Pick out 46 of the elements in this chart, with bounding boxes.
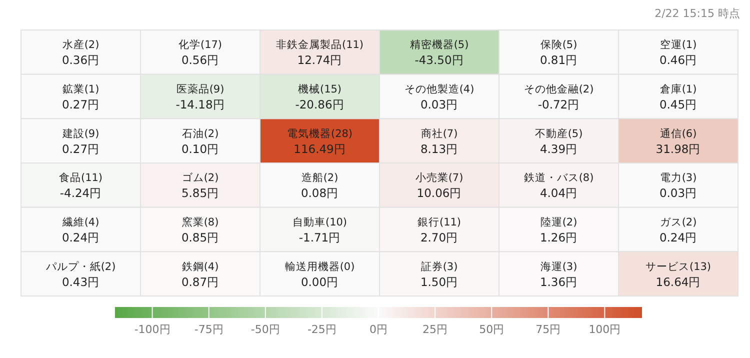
- data-label: 電力(3) 0.03円: [659, 171, 698, 200]
- data-label: 証券(3) 1.50円: [420, 260, 458, 289]
- text: 2/22 15:15 時点: [654, 7, 740, 20]
- color-bar-label: 100円: [588, 323, 621, 336]
- data-label: 鉱業(1) 0.27円: [62, 82, 100, 112]
- color-bar-label: -50円: [250, 323, 280, 336]
- data-label: その他金融(2) -0.72円: [524, 84, 594, 112]
- data-label: 医薬品(9) -14.18円: [176, 82, 225, 112]
- data-label: 陸運(2) 1.26円: [540, 216, 578, 244]
- data-label: ゴム(2) 5.85円: [181, 172, 220, 200]
- data-label: 石油(2) 0.10円: [181, 126, 220, 156]
- data-label: 精密機器(5) -43.50円: [410, 38, 469, 68]
- color-bar-label: 50円: [479, 323, 504, 336]
- data-label: 電気機器(28) 116.49円: [286, 128, 353, 156]
- color-bar-label: 25円: [422, 323, 448, 336]
- data-label: 建設(9) 0.27円: [61, 126, 100, 156]
- data-label: 商社(7) 8.13円: [420, 126, 458, 156]
- data-label: パルプ・紙(2) 0.43円: [44, 260, 116, 289]
- color-bar-label: 0円: [370, 323, 388, 336]
- data-label: 不動産(5) 4.39円: [534, 126, 583, 156]
- data-label: 空運(1) 0.46円: [659, 38, 698, 68]
- data-label: 繊維(4) 0.24円: [61, 216, 100, 244]
- data-label: 鉄道・バス(8) 4.04円: [524, 172, 594, 200]
- data-label: 食品(11) -4.24円: [58, 172, 103, 200]
- data-label: 化学(17) 0.56円: [178, 39, 222, 68]
- data-label: 倉庫(1) 0.45円: [659, 82, 698, 112]
- color-bar-label: -25円: [307, 323, 336, 336]
- data-label: 海運(3) 1.36円: [540, 260, 578, 289]
- data-label: 通信(6) 31.98円: [656, 126, 701, 156]
- data-label: 機械(15) -20.86円: [295, 82, 344, 112]
- data-label: 自動車(10) -1.71円: [292, 216, 348, 244]
- data-label: 造船(2) 0.08円: [300, 171, 339, 200]
- color-bar-label: 75円: [536, 323, 561, 336]
- color-bar-label: -75円: [194, 323, 224, 336]
- data-label: ガス(2) 0.24円: [659, 216, 698, 244]
- data-label: サービス(13) 16.64円: [645, 260, 712, 289]
- data-label: 銀行(11) 2.70円: [417, 216, 462, 244]
- data-label: 小売業(7) 10.06円: [415, 171, 464, 200]
- data-label: 輸送用機器(0) 0.00円: [284, 260, 355, 289]
- data-label: 窯業(8) 0.85円: [181, 216, 220, 244]
- data-label: 鉄鋼(4) 0.87円: [181, 260, 220, 289]
- data-label: その他製造(4) 0.03円: [404, 82, 474, 112]
- data-label: 非鉄金属製品(11) 12.74円: [276, 38, 364, 68]
- data-label: 保険(5) 0.81円: [540, 39, 578, 68]
- data-label: 水産(2) 0.36円: [62, 38, 100, 68]
- color-bar-label: -100円: [134, 323, 170, 336]
